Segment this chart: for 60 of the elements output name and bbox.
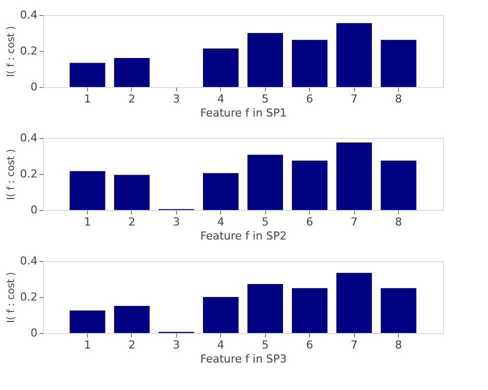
x-tick-label: 8 bbox=[395, 338, 402, 352]
x-tick-label: 8 bbox=[395, 216, 402, 228]
x-axis-title: Feature f in SP2 bbox=[200, 230, 287, 242]
bar bbox=[336, 272, 372, 333]
y-tick-label: 0.2 bbox=[20, 168, 38, 180]
x-axis-title: Feature f in SP1 bbox=[200, 106, 287, 120]
bar bbox=[203, 173, 239, 210]
x-tick-label: 7 bbox=[350, 92, 358, 106]
y-tick-label: 0 bbox=[30, 326, 38, 340]
x-tick-label: 3 bbox=[172, 338, 180, 352]
x-tick-label: 2 bbox=[128, 338, 136, 352]
bar bbox=[247, 33, 283, 87]
x-tick-label: 6 bbox=[306, 338, 314, 352]
x-tick-label: 6 bbox=[306, 216, 314, 228]
bar bbox=[70, 62, 106, 87]
bar bbox=[114, 306, 150, 333]
x-tick-label: 3 bbox=[172, 216, 180, 228]
bar bbox=[114, 58, 150, 87]
x-tick-label: 5 bbox=[262, 338, 269, 352]
x-tick-label: 1 bbox=[84, 92, 91, 106]
x-tick-label: 7 bbox=[350, 338, 358, 352]
bar bbox=[336, 142, 372, 210]
bar bbox=[292, 288, 328, 333]
x-tick-label: 5 bbox=[262, 216, 269, 228]
y-axis-title: I( f : cost ) bbox=[6, 26, 18, 78]
bar bbox=[336, 23, 372, 87]
x-tick-label: 7 bbox=[350, 216, 358, 228]
x-tick-label: 2 bbox=[128, 216, 136, 228]
x-axis-title: Feature f in SP3 bbox=[200, 352, 287, 366]
y-tick-label: 0 bbox=[30, 204, 38, 216]
bar bbox=[380, 160, 416, 210]
y-tick-label: 0 bbox=[30, 80, 38, 94]
bar bbox=[380, 40, 416, 87]
x-tick-label: 1 bbox=[84, 216, 91, 228]
y-tick-label: 0.2 bbox=[20, 290, 38, 304]
x-tick-label: 2 bbox=[128, 92, 136, 106]
x-tick-label: 6 bbox=[306, 92, 314, 106]
y-axis-title: I( f : cost ) bbox=[6, 272, 18, 324]
y-tick-label: 0.4 bbox=[20, 254, 38, 268]
bar bbox=[114, 174, 150, 210]
y-tick-label: 0.4 bbox=[20, 8, 38, 22]
bar bbox=[292, 160, 328, 210]
x-tick-label: 5 bbox=[262, 92, 269, 106]
y-tick-label: 0.4 bbox=[20, 132, 38, 144]
bar bbox=[203, 297, 239, 333]
bar bbox=[247, 154, 283, 210]
bar bbox=[380, 288, 416, 333]
x-tick-label: 4 bbox=[217, 216, 224, 228]
bar bbox=[203, 48, 239, 87]
x-tick-label: 4 bbox=[217, 338, 224, 352]
bar bbox=[247, 284, 283, 333]
x-tick-label: 4 bbox=[217, 92, 224, 106]
y-axis-title: I( f : cost ) bbox=[6, 148, 18, 200]
x-tick-label: 8 bbox=[395, 92, 402, 106]
bar bbox=[70, 171, 106, 210]
x-tick-label: 1 bbox=[84, 338, 91, 352]
y-tick-label: 0.2 bbox=[20, 44, 38, 58]
x-tick-label: 3 bbox=[172, 92, 180, 106]
bar bbox=[292, 40, 328, 87]
bar bbox=[70, 310, 106, 333]
